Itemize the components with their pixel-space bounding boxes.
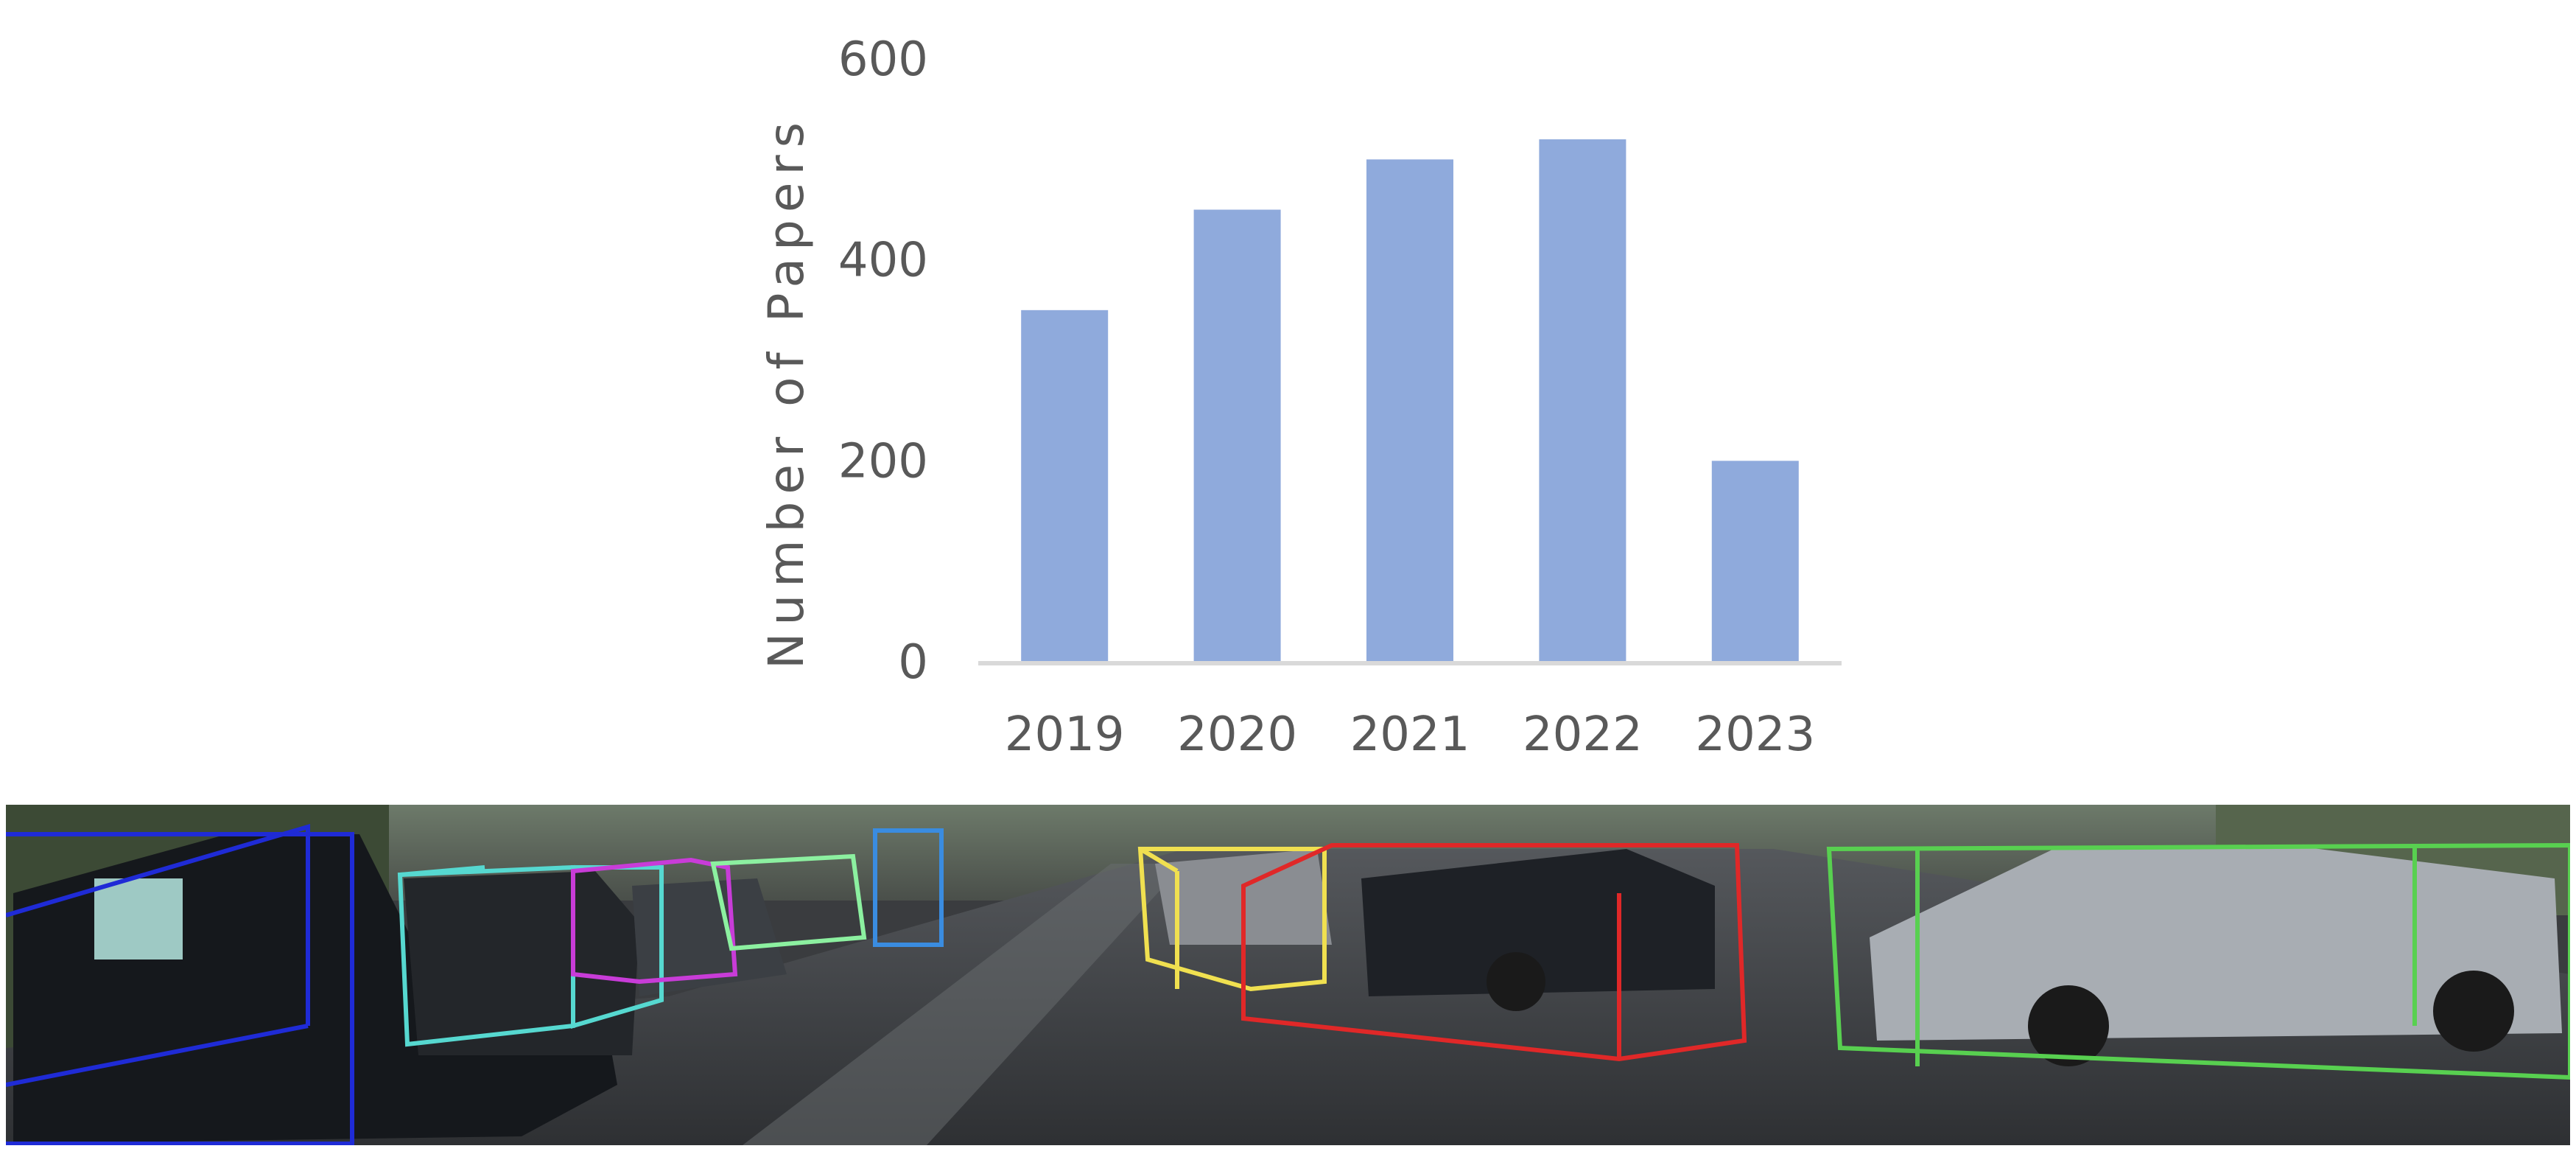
road-scene-image <box>6 805 2570 1145</box>
y-tick-label: 600 <box>838 32 928 87</box>
y-axis-ticks: 0 200 400 600 <box>838 32 928 690</box>
bar-2020 <box>1193 209 1281 662</box>
bbox-green-light <box>710 853 867 951</box>
car-far-left <box>632 878 787 996</box>
x-tick-label: 2021 <box>1350 707 1470 762</box>
chart-svg: 0 200 400 600 2019 2020 2021 2022 2023 Number o… <box>758 32 1842 762</box>
x-tick-label: 2023 <box>1695 707 1815 762</box>
bar-chart: 0 200 400 600 2019 2020 2021 2022 2023 Number o… <box>758 32 1842 762</box>
x-tick-label: 2022 <box>1523 707 1643 762</box>
x-tick-label: 2020 <box>1177 707 1297 762</box>
road-scene-svg <box>6 805 2570 1145</box>
van-window <box>94 878 183 959</box>
car-silver <box>1870 845 2562 1041</box>
car-black-sedan <box>1361 849 1715 996</box>
y-tick-label: 400 <box>838 234 928 288</box>
wheel <box>2433 971 2514 1052</box>
bar-2022 <box>1539 139 1626 663</box>
bar-2023 <box>1711 461 1799 662</box>
bbox-blue <box>6 823 354 1145</box>
wheel <box>1487 952 1545 1011</box>
bbox-red <box>1241 843 1747 1062</box>
wheel <box>2028 985 2109 1066</box>
bbox-green <box>1826 842 2570 1080</box>
bbox-yellow <box>1137 847 1327 992</box>
car-dark-2 <box>404 871 639 1055</box>
y-axis-title: Number of Papers <box>758 115 815 669</box>
bbox-blue-light <box>873 828 944 947</box>
y-tick-label: 0 <box>898 635 928 690</box>
x-tick-label: 2019 <box>1005 707 1125 762</box>
bbox-magenta <box>571 857 738 985</box>
bar-2019 <box>1021 310 1109 662</box>
bars <box>1021 139 1799 663</box>
x-axis-ticks: 2019 2020 2021 2022 2023 <box>1005 707 1815 762</box>
road-marking <box>743 864 1185 1145</box>
bar-2021 <box>1366 159 1453 663</box>
y-tick-label: 200 <box>838 434 928 489</box>
detection-boxes <box>6 823 2570 1145</box>
